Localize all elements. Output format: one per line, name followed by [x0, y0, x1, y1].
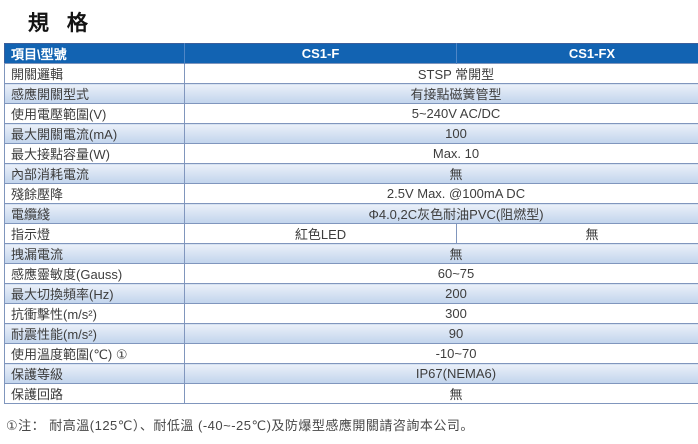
spec-value-cell: 2.5V Max. @100mA DC	[184, 183, 698, 204]
spec-page: 規 格 項目\型號 CS1-F CS1-FX 開關邏輯 STSP 常開型 感應開…	[0, 7, 698, 444]
table-row: 保護等級 IP67(NEMA6)	[4, 363, 698, 384]
table-row: 感應靈敏度(Gauss) 60~75	[4, 263, 698, 284]
spec-label-cell: 電纜綫	[4, 203, 185, 224]
spec-label-cell: 耐震性能(m/s²)	[4, 323, 185, 344]
spec-label-cell: 感應開關型式	[4, 83, 185, 104]
spec-value-cell-cs1-f: 紅色LED	[184, 223, 457, 244]
spec-value-cell: STSP 常開型	[184, 63, 698, 84]
spec-table: 項目\型號 CS1-F CS1-FX 開關邏輯 STSP 常開型 感應開關型式 …	[4, 43, 698, 404]
spec-value-cell: -10~70	[184, 343, 698, 364]
spec-value-cell: 200	[184, 283, 698, 304]
spec-value-cell: IP67(NEMA6)	[184, 363, 698, 384]
spec-value-cell: 5~240V AC/DC	[184, 103, 698, 124]
spec-value-cell-cs1-fx: 無	[456, 223, 698, 244]
table-row: 使用溫度範圍(℃) ① -10~70	[4, 343, 698, 364]
spec-label-cell: 最大開關電流(mA)	[4, 123, 185, 144]
spec-label-cell: 開關邏輯	[4, 63, 185, 84]
table-row: 抗衝擊性(m/s²) 300	[4, 303, 698, 324]
spec-value-cell: 300	[184, 303, 698, 324]
table-row: 保護回路 無	[4, 383, 698, 404]
spec-label-cell: 內部消耗電流	[4, 163, 185, 184]
spec-label-cell: 保護等級	[4, 363, 185, 384]
table-row: 開關邏輯 STSP 常開型	[4, 63, 698, 84]
table-row: 耐震性能(m/s²) 90	[4, 323, 698, 344]
table-row: 使用電壓範圍(V) 5~240V AC/DC	[4, 103, 698, 124]
spec-label-cell: 抗衝擊性(m/s²)	[4, 303, 185, 324]
spec-label-cell: 保護回路	[4, 383, 185, 404]
spec-label-cell: 指示燈	[4, 223, 185, 244]
table-row: 最大切換頻率(Hz) 200	[4, 283, 698, 304]
table-row: 感應開關型式 有接點磁簧管型	[4, 83, 698, 104]
spec-value-cell: 90	[184, 323, 698, 344]
spec-value-cell: 無	[184, 163, 698, 184]
spec-value-cell: 無	[184, 383, 698, 404]
header-cs1-f: CS1-F	[184, 43, 457, 64]
spec-value-cell: 100	[184, 123, 698, 144]
table-row: 最大接點容量(W) Max. 10	[4, 143, 698, 164]
spec-label-cell: 使用溫度範圍(℃) ①	[4, 343, 185, 364]
table-row: 拽漏電流 無	[4, 243, 698, 264]
spec-value-cell: Φ4.0,2C灰色耐油PVC(阻燃型)	[184, 203, 698, 224]
spec-label-cell: 最大切換頻率(Hz)	[4, 283, 185, 304]
spec-value-cell: 60~75	[184, 263, 698, 284]
header-cs1-fx: CS1-FX	[456, 43, 698, 64]
table-row: 指示燈 紅色LED 無	[4, 223, 698, 244]
spec-value-cell: 無	[184, 243, 698, 264]
spec-value-cell: 有接點磁簧管型	[184, 83, 698, 104]
table-header-row: 項目\型號 CS1-F CS1-FX	[4, 43, 698, 64]
spec-label-cell: 感應靈敏度(Gauss)	[4, 263, 185, 284]
spec-label-cell: 最大接點容量(W)	[4, 143, 185, 164]
table-row: 最大開關電流(mA) 100	[4, 123, 698, 144]
spec-value-cell: Max. 10	[184, 143, 698, 164]
table-row: 電纜綫 Φ4.0,2C灰色耐油PVC(阻燃型)	[4, 203, 698, 224]
spec-label-cell: 拽漏電流	[4, 243, 185, 264]
page-title: 規 格	[28, 12, 94, 35]
table-row: 殘餘壓降 2.5V Max. @100mA DC	[4, 183, 698, 204]
footnote: ①注： 耐高溫(125℃）、耐低溫 (-40~-25℃)及防爆型感應開關請咨詢本…	[6, 418, 474, 433]
header-item-model: 項目\型號	[4, 43, 185, 64]
spec-label-cell: 使用電壓範圍(V)	[4, 103, 185, 124]
spec-label-cell: 殘餘壓降	[4, 183, 185, 204]
table-row: 內部消耗電流 無	[4, 163, 698, 184]
